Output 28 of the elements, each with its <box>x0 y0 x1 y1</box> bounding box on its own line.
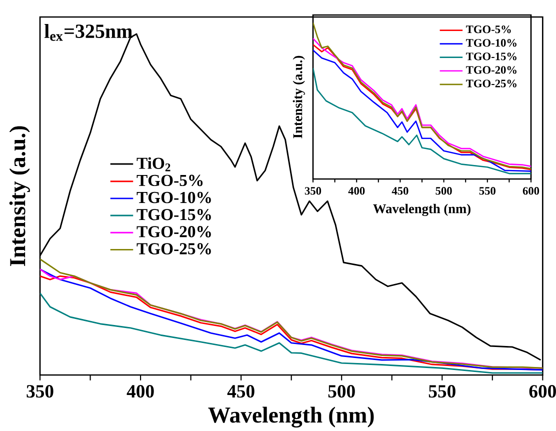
x-axis-title: Wavelength (nm) <box>208 406 374 428</box>
x-tick-label: 550 <box>479 187 496 195</box>
x-tick-label: 450 <box>392 187 408 195</box>
annotation: l$_{ex}$=325nm <box>44 24 132 41</box>
legend-label: TGO-25% <box>136 243 211 254</box>
x-tick-label: 500 <box>328 385 355 398</box>
y-axis-title: Intensity (a.u.) <box>9 126 30 266</box>
legend-label: TGO-10% <box>466 39 516 47</box>
legend-label: TGO-20% <box>466 66 516 74</box>
legend-label: TiO$_{2}$ <box>136 157 170 172</box>
legend-label: TGO-15% <box>136 208 211 220</box>
legend-label: TGO-15% <box>466 52 516 60</box>
legend-label: TGO-5% <box>466 26 511 34</box>
x-tick-label: 400 <box>126 385 154 398</box>
legend-label: TGO-25% <box>466 80 516 88</box>
x-tick-label: 350 <box>304 187 322 195</box>
x-tick-label: 600 <box>529 385 556 398</box>
x-tick-label: 600 <box>522 187 540 195</box>
x-tick-label: 550 <box>428 385 456 398</box>
x-tick-label: 500 <box>436 187 452 195</box>
legend-label: TGO-5% <box>136 174 203 186</box>
legend-label: TGO-10% <box>136 192 211 204</box>
x-tick-label: 350 <box>26 385 54 398</box>
x-tick-label: 450 <box>227 385 254 398</box>
x-axis-title: Wavelength (nm) <box>373 204 470 216</box>
x-tick-label: 400 <box>348 187 365 195</box>
y-axis-title: Intensity (a.u.) <box>292 56 305 138</box>
legend-label: TGO-20% <box>136 226 211 238</box>
